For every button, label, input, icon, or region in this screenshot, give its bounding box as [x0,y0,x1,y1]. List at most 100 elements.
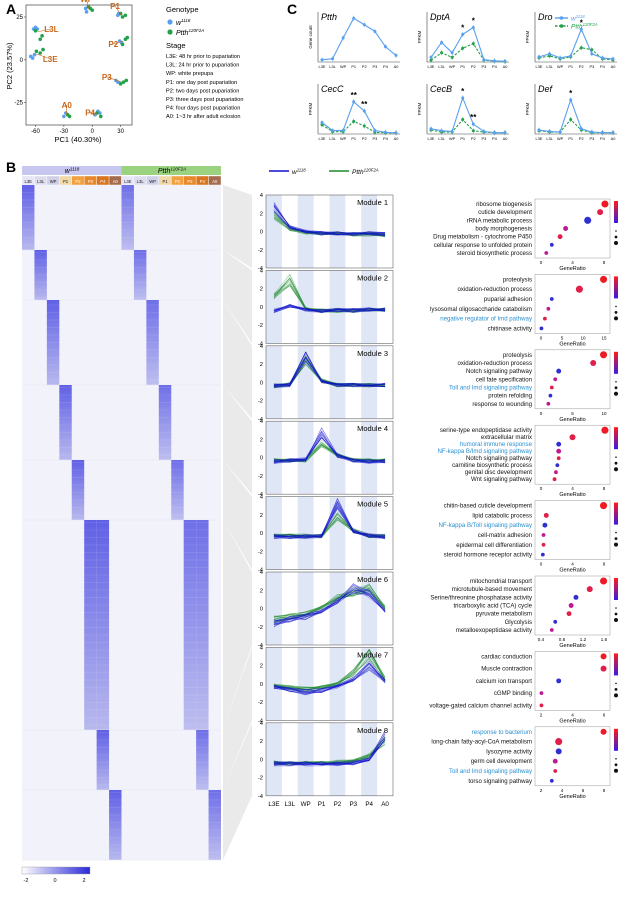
go-term-label: lysosomal oligosaccharide catabolism [430,306,532,313]
go-plot-4: serine-type endopeptidase activityextrac… [437,424,618,498]
go-term-label: cardiac conduction [481,653,532,660]
go-term-label: cGMP binding [494,690,532,697]
heatmap-stage-label: L3E [24,179,32,184]
go-xtick-label: 4 [571,562,574,567]
module-line-wt [273,739,386,766]
c-point-wt [492,131,496,135]
c-legend-wt-marker [559,16,564,20]
c-point-wt [429,55,433,59]
go-count-legend-dot [614,768,618,773]
go-count-legend-dot [615,230,617,232]
pca-label-leader [106,76,121,83]
c-series-wt [321,100,397,134]
module-plot-frame [265,571,394,646]
module-stage-stripe [266,496,282,570]
c-point-wt [471,26,475,29]
go-colorbar [614,276,618,299]
go-dot [600,351,608,359]
go-dot [553,619,558,624]
c-significance-star: * [569,89,573,98]
c-xtick-label: A0 [394,136,400,141]
go-dot [542,522,548,528]
go-term-label: protein refolding [488,393,532,400]
module-ytick-label: 4 [260,193,264,199]
module-line-wt [273,304,386,313]
module-ytick-label: 2 [260,664,263,670]
go-dot [549,242,554,247]
module-line-wt [273,737,386,765]
go-dot [586,586,593,593]
go-term-label: steroid hormone receptor activity [444,552,533,559]
module-ytick-label: 0 [260,607,263,613]
heatmap-block-wt [34,250,47,300]
go-plot-2: proteolysis oxidation-reduction process pu… [430,274,618,347]
stage-legend-item: L3E: 48 hr prior to pupariation [166,54,240,60]
pca-label-leader [36,53,51,60]
go-count-legend-dot [614,693,618,698]
module-plot-2: 4 2 0 -2 -4 Module 2 [258,268,394,347]
c-point-wt [461,96,465,100]
c-point-wt [394,53,398,57]
heatmap-block-mut [196,730,209,790]
pca-points [28,4,130,119]
c-xtick-label: P3 [481,64,486,69]
c-point-wt [383,45,387,49]
go-xtick-label: 1.6 [601,637,608,642]
go-term-label: chitinase activity [488,325,533,332]
pca-point-mut [41,47,45,52]
module-line-wt [273,589,386,627]
module-title: Module 5 [357,500,388,509]
legend-wt-label: w1118 [176,18,191,27]
c-xtick-label: P4 [492,136,498,141]
go-dot [549,778,554,783]
go-dot [555,738,563,746]
go-dot [600,502,608,510]
c-point-wt [461,32,465,36]
c-legend-wt-label: w1118 [571,14,585,23]
go-count-legend-dot [614,386,618,390]
c-chart-title: Dro [538,12,553,22]
pca-label-leader [37,28,52,33]
go-dot [600,728,607,735]
pca-xtick-label: 30 [117,129,124,135]
go-dot [555,463,560,468]
module-stage-stripe [329,722,346,796]
heatmap-header-wt: w1118 [65,167,80,176]
heatmap-block-wt [96,520,110,730]
go-xtick-label: 10 [601,411,607,416]
module-line-wt [273,737,386,767]
go-dot [556,368,562,374]
module-line-wt [273,585,386,626]
pca-stage-label: P4 [85,109,95,118]
heatmap-stage-label: P2 [175,179,181,184]
module-stage-stripe [266,572,282,645]
module-line-mut [273,585,386,622]
c-xtick-label: P3 [372,64,377,69]
go-term-label: epidermal cell differentiation [456,542,532,549]
go-colorbar [614,502,618,525]
go-xlabel: GeneRatio [559,718,585,724]
c-chart-title: CecB [430,84,452,94]
go-dot [555,748,562,755]
heatmap-block-mut [121,185,134,250]
b-legend-wt-name: w [292,169,298,176]
go-count-legend-dot [614,537,618,540]
module-ytick-label: -4 [258,492,264,498]
module-connector [223,647,252,790]
go-term-label: cell fate specification [476,376,532,383]
c-xtick-label: L3L [546,136,553,141]
go-dot [539,703,544,708]
go-plot-frame [534,349,611,410]
pca-xtick-label: 0 [91,129,95,135]
c-series-wt [430,96,505,134]
heatmap-stage-label: A0 [113,179,119,184]
pca-xlabel: PC1 (40.30%) [54,135,102,144]
go-count-legend-dot [614,311,618,314]
module-line-wt [273,306,386,313]
go-term-label: extracellular matrix [481,434,532,441]
module-line-wt [273,430,386,463]
c-ylabel: FPKM [525,103,530,116]
c-point-mut [579,46,583,50]
go-dot [601,426,609,434]
